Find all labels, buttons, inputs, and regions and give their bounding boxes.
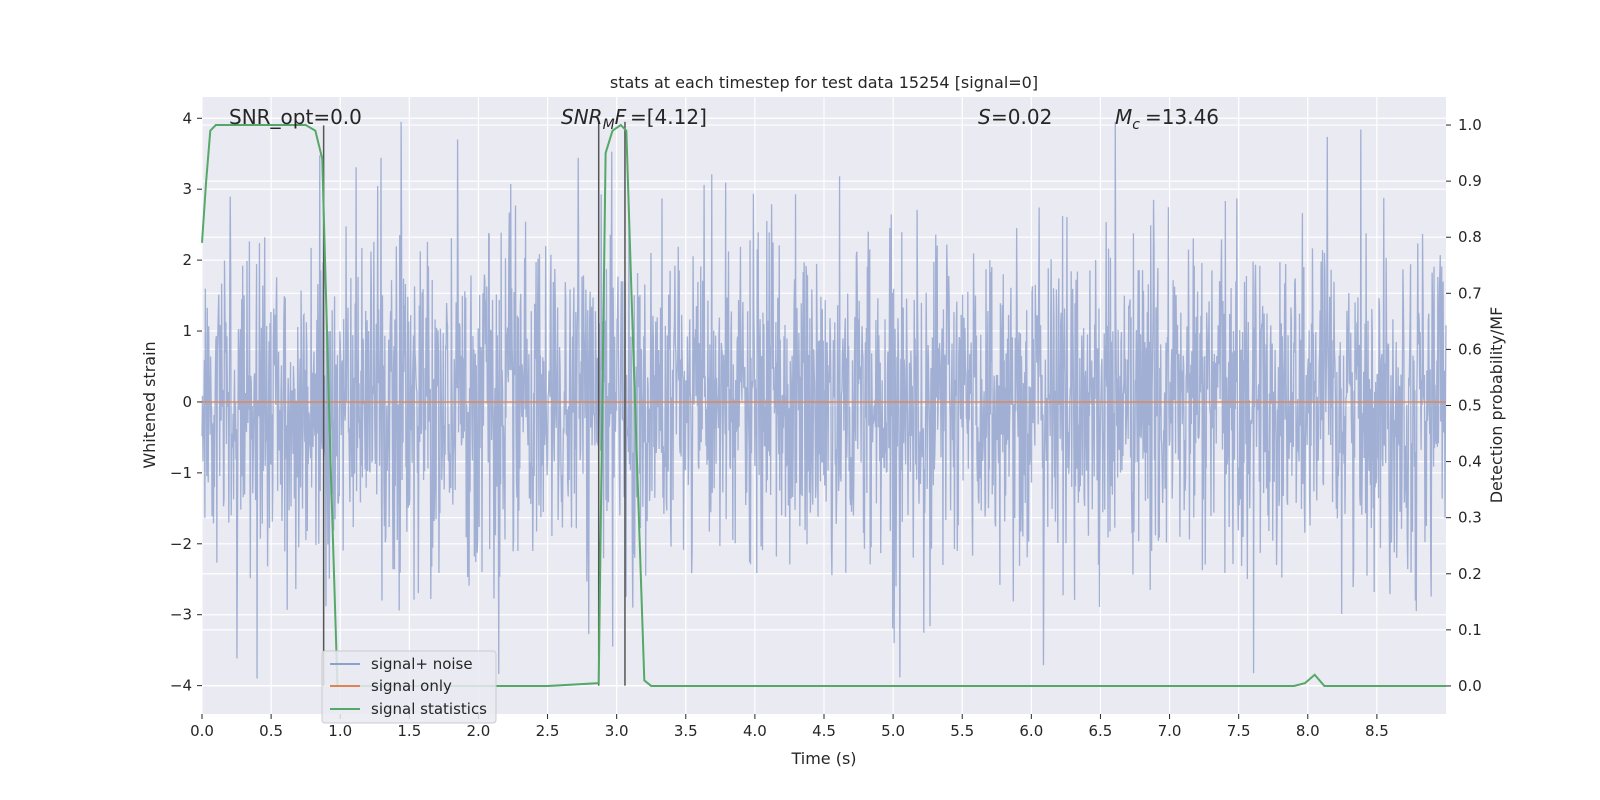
signal-statistics-line <box>201 123 1446 687</box>
x-tick-label: 7.5 <box>1227 722 1251 740</box>
snr-mf-symbol: SNRMF <box>561 105 627 133</box>
y2-tick-label: 0.0 <box>1458 677 1482 695</box>
y-axis-ticks: −4 −3 −2 −1 0 1 2 3 4 <box>170 109 202 695</box>
y2-axis-label: Detection probability/MF <box>1487 307 1506 504</box>
x-tick-label: 3.5 <box>674 722 698 740</box>
series-signal-statistics <box>201 123 1446 687</box>
legend-label-signal-statistics: signal statistics <box>371 700 487 718</box>
y2-tick-label: 0.7 <box>1458 284 1482 302</box>
y-tick-label: 0 <box>182 393 192 411</box>
x-tick-label: 1.5 <box>397 722 421 740</box>
y2-tick-label: 0.4 <box>1458 453 1482 471</box>
y-tick-label: −4 <box>170 677 192 695</box>
x-tick-label: 4.0 <box>743 722 767 740</box>
x-tick-label: 2.5 <box>536 722 560 740</box>
y-tick-label: 4 <box>182 109 192 127</box>
legend-frame <box>321 650 497 724</box>
y2-tick-label: 1.0 <box>1458 116 1482 134</box>
y2-tick-label: 0.8 <box>1458 228 1482 246</box>
x-tick-label: 2.0 <box>467 722 491 740</box>
y2-tick-label: 0.1 <box>1458 621 1482 639</box>
x-tick-label: 0.5 <box>259 722 283 740</box>
y-tick-label: 2 <box>182 251 192 269</box>
annotation-snr-opt: SNR_opt=0.0 <box>229 105 362 129</box>
snr-mf-value: =[4.12] <box>630 105 707 129</box>
x-tick-label: 1.0 <box>328 722 352 740</box>
s-value: =0.02 <box>991 105 1052 129</box>
series-signal-plus-noise <box>201 121 1447 679</box>
y-tick-label: −1 <box>170 464 192 482</box>
annotation-s: S =0.02 <box>978 105 1052 129</box>
y2-tick-label: 0.2 <box>1458 565 1482 583</box>
y2-tick-label: 0.5 <box>1458 397 1482 415</box>
x-axis-label: Time (s) <box>790 749 856 768</box>
y-tick-label: −2 <box>170 535 192 553</box>
y2-tick-label: 0.6 <box>1458 340 1482 358</box>
x-tick-label: 8.5 <box>1365 722 1389 740</box>
legend-label-signal-plus-noise: signal+ noise <box>371 655 473 673</box>
annotation-mc: Mc =13.46 <box>1115 105 1219 133</box>
x-tick-label: 7.0 <box>1158 722 1182 740</box>
y2-tick-label: 0.9 <box>1458 172 1482 190</box>
x-tick-label: 5.5 <box>950 722 974 740</box>
annotation-snr-mf: SNRMF =[4.12] <box>561 105 707 133</box>
y-tick-label: −3 <box>170 606 192 624</box>
x-tick-label: 6.0 <box>1019 722 1043 740</box>
y2-tick-label: 0.3 <box>1458 509 1482 527</box>
chart-title: stats at each timestep for test data 152… <box>610 73 1038 92</box>
y-axis-label: Whitened strain <box>140 341 159 468</box>
x-axis-ticks: 0.0 0.5 1.0 1.5 2.0 2.5 3.0 3.5 4.0 4.5 5.0 5.5 6.0 6… <box>190 714 1389 740</box>
s-symbol: S <box>978 105 991 129</box>
x-tick-label: 8.0 <box>1296 722 1320 740</box>
mc-value: =13.46 <box>1145 105 1219 129</box>
legend: signal+ noise signal only signal statist… <box>321 650 497 724</box>
x-tick-label: 5.0 <box>881 722 905 740</box>
x-tick-label: 6.5 <box>1089 722 1113 740</box>
noise-line <box>201 121 1447 679</box>
legend-label-signal-only: signal only <box>371 677 452 695</box>
y2-axis-ticks: 0.0 0.1 0.2 0.3 0.4 0.5 0.6 0.7 0.8 0.9 1.0 <box>1446 116 1482 695</box>
y-tick-label: 3 <box>182 180 192 198</box>
x-tick-label: 0.0 <box>190 722 214 740</box>
x-tick-label: 4.5 <box>812 722 836 740</box>
x-tick-label: 3.0 <box>605 722 629 740</box>
y-tick-label: 1 <box>182 322 192 340</box>
